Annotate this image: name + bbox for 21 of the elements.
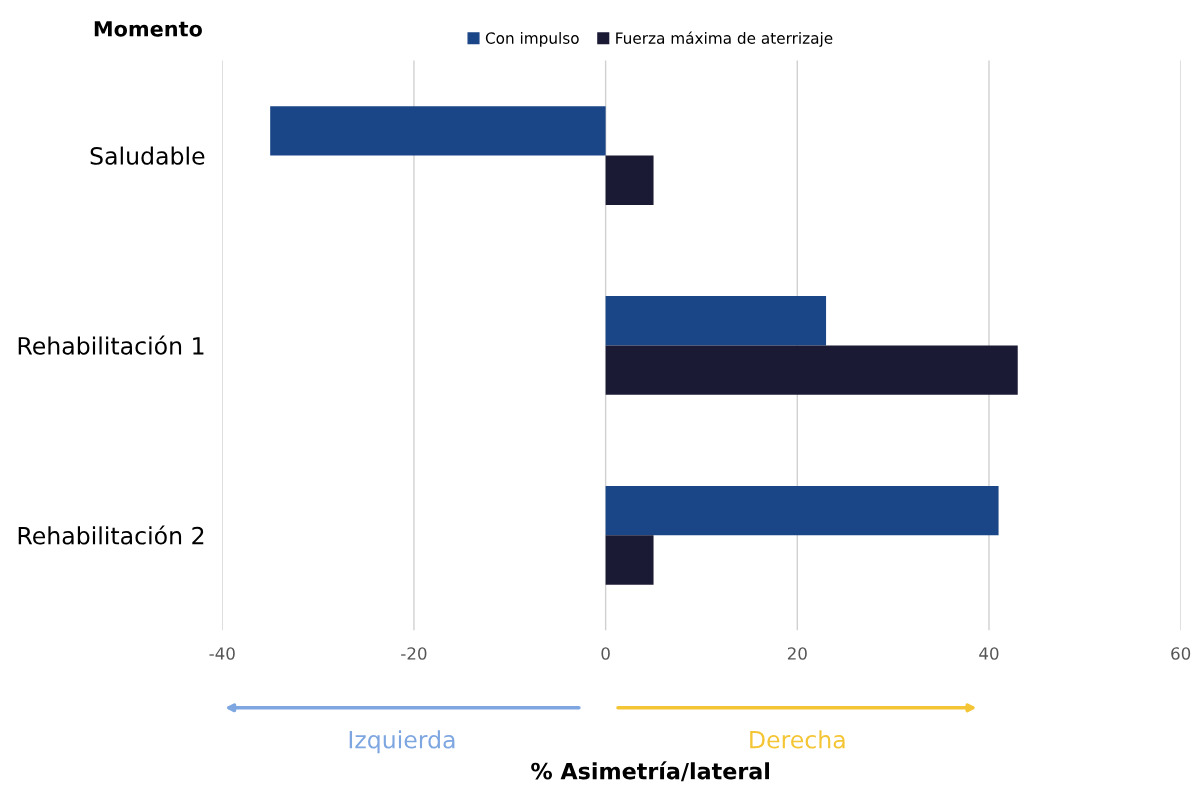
bar <box>270 106 606 156</box>
y-tick-label: Rehabilitación 1 <box>18 335 204 355</box>
x-tick-label: 60 <box>1171 647 1191 660</box>
x-tick-label: -20 <box>401 647 427 660</box>
y-axis-title: Momento <box>94 21 202 37</box>
x-tick-label: 0 <box>601 647 610 660</box>
x-tick-label: 40 <box>979 647 999 660</box>
bar <box>605 485 999 536</box>
legend-label: Con impulso <box>485 32 579 47</box>
text: Derecha <box>750 730 845 749</box>
bar <box>605 535 654 585</box>
y-tick-label: Rehabilitación 2 <box>18 525 204 545</box>
x-tick-label: -40 <box>209 647 235 660</box>
bar <box>605 155 654 205</box>
y-tick-label: Saludable <box>90 146 205 165</box>
text: % Asimetría/lateral <box>531 761 770 782</box>
bar <box>605 296 827 346</box>
x-tick-label: 20 <box>787 647 807 660</box>
text: Izquierda <box>349 730 455 754</box>
legend-label: Fuerza máxima de aterrizaje <box>616 31 833 47</box>
bar <box>605 345 1018 395</box>
